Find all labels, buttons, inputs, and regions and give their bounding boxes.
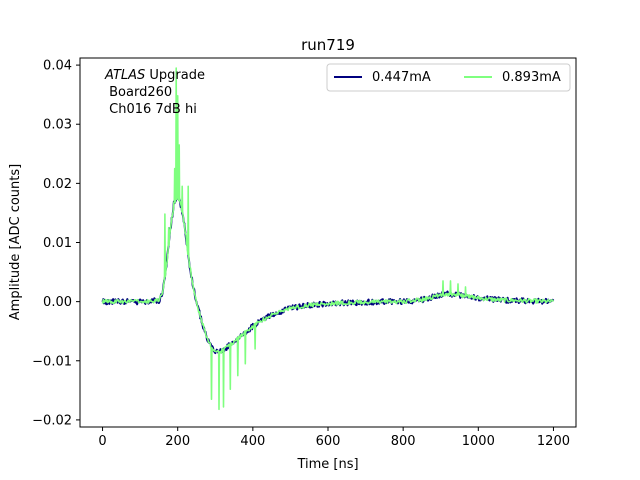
annotation-atlas: ATLAS [104, 68, 145, 83]
y-axis-label: Amplitude [ADC counts] [8, 164, 23, 320]
x-tick-label: 1200 [537, 434, 570, 449]
plot-title: run719 [301, 36, 355, 54]
legend-label-0447ma: 0.447mA [372, 70, 431, 85]
x-tick-label: 200 [165, 434, 190, 449]
y-tick-label: 0.02 [43, 177, 72, 192]
y-tick-label: 0.04 [43, 59, 72, 74]
annotation-line-2: Board260 [105, 85, 172, 100]
legend: 0.447mA 0.893mA [326, 63, 571, 92]
series-layer [101, 67, 555, 411]
annotation-line-1: ATLAS Upgrade [104, 68, 205, 83]
axes-layer: 0 200 400 600 800 1000 1200 −0.02 −0.01 0.00 0.01 0… [32, 57, 577, 449]
y-tick-label: −0.01 [32, 354, 72, 369]
plot-title-group: run719 [301, 36, 355, 54]
y-tick-label: 0.00 [43, 295, 72, 310]
y-tick-label: −0.02 [32, 413, 72, 428]
legend-label-0893ma: 0.893mA [502, 70, 561, 85]
annotation-upgrade: Upgrade [145, 68, 205, 83]
y-tick-label: 0.01 [43, 236, 72, 251]
y-tick-label: 0.03 [43, 118, 72, 133]
atlas-annotation: ATLAS Upgrade Board260 Ch016 7dB hi [104, 68, 205, 117]
x-tick-label: 400 [240, 434, 265, 449]
x-tick-label: 1000 [462, 434, 495, 449]
annotation-line-3: Ch016 7dB hi [105, 102, 197, 117]
x-tick-label: 600 [316, 434, 341, 449]
x-tick-label: 800 [391, 434, 416, 449]
x-axis-label: Time [ns] [296, 457, 358, 472]
x-tick-label: 0 [98, 434, 106, 449]
legend-frame [326, 63, 571, 92]
series-line-0893ma [101, 67, 555, 411]
